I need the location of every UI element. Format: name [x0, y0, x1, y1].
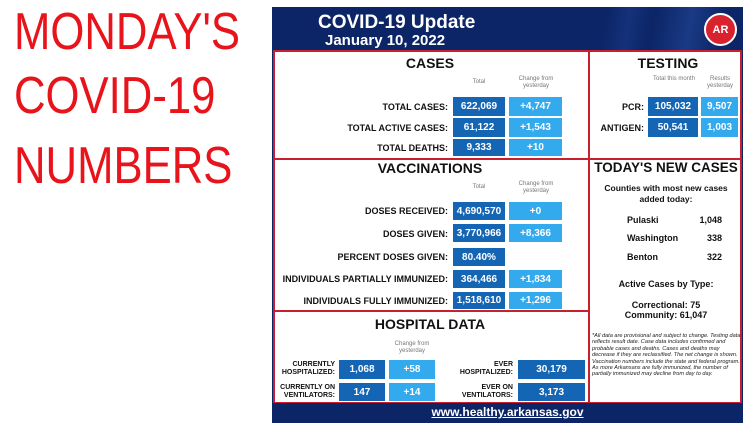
currently-hospitalized-change: +58 [389, 360, 435, 379]
update-date: January 10, 2022 [325, 32, 446, 49]
doses-given-label: DOSES GIVEN: [382, 229, 448, 239]
headline-line-3: NUMBERS [14, 137, 233, 195]
active-cases-type-title: Active Cases by Type: [618, 279, 714, 289]
covid-update-card [272, 7, 743, 423]
doses-received-value: 4,690,570 [453, 202, 505, 220]
arkansas-health-logo-icon: AR [704, 13, 737, 46]
hospital-title: HOSPITAL DATA [374, 316, 486, 332]
percent-doses-value: 80.40% [453, 248, 505, 266]
antigen-results: 1,003 [701, 118, 738, 137]
testing-col-total: Total this month [652, 76, 696, 82]
pcr-results: 9,507 [701, 97, 738, 116]
ever-hospitalized-label: EVER HOSPITALIZED: [459, 361, 513, 376]
active-cases-change: +1,543 [509, 118, 562, 137]
antigen-total: 50,541 [648, 118, 698, 137]
testing-title: TESTING [637, 55, 699, 71]
correctional-cases: Correctional: 75 [631, 300, 701, 310]
vacc-col-change: Change from yesterday [518, 181, 554, 194]
county-count: 1,048 [699, 215, 722, 225]
ever-ventilators-value: 3,173 [518, 383, 585, 401]
headline-line-1: MONDAY'S [14, 3, 240, 61]
footnote: *All data are provisional and subject to… [592, 333, 741, 378]
new-cases-title: TODAY'S NEW CASES [594, 160, 738, 175]
county-name: Pulaski [627, 215, 659, 225]
county-name: Benton [627, 252, 658, 262]
header-banner [272, 7, 743, 50]
hospital-col-change: Change from yesterday [394, 341, 430, 354]
cases-title: CASES [405, 55, 455, 71]
pcr-label: PCR: [622, 102, 644, 112]
percent-doses-label: PERCENT DOSES GIVEN: [337, 252, 448, 262]
fully-immunized-label: INDIVIDUALS FULLY IMMUNIZED: [303, 296, 448, 306]
testing-col-results: Results yesterday [706, 76, 733, 89]
currently-hospitalized-label: CURRENTLY HOSPITALIZED: [281, 361, 335, 376]
website-link[interactable]: www.healthy.arkansas.gov [272, 403, 743, 422]
doses-given-change: +8,366 [509, 224, 562, 242]
county-count: 338 [706, 233, 722, 243]
total-deaths-value: 9,333 [453, 139, 505, 156]
partially-immunized-value: 364,466 [453, 270, 505, 288]
total-deaths-label: TOTAL DEATHS: [377, 143, 448, 153]
fully-immunized-value: 1,518,610 [453, 292, 505, 309]
currently-hospitalized-value: 1,068 [339, 360, 385, 379]
update-title: COVID-19 Update [318, 12, 476, 33]
currently-ventilators-value: 147 [339, 383, 385, 401]
total-cases-value: 622,069 [453, 97, 505, 116]
partially-immunized-label: INDIVIDUALS PARTIALLY IMMUNIZED: [282, 274, 448, 284]
currently-ventilators-change: +14 [389, 383, 435, 401]
total-cases-label: TOTAL CASES: [382, 102, 448, 112]
doses-given-value: 3,770,966 [453, 224, 505, 242]
fully-immunized-change: +1,296 [509, 292, 562, 309]
counties-subtitle: Counties with most new cases added today… [604, 183, 728, 204]
vacc-col-total: Total [472, 184, 486, 190]
partially-immunized-change: +1,834 [509, 270, 562, 288]
currently-ventilators-label: CURRENTLY ON VENTILATORS: [280, 384, 335, 399]
doses-received-label: DOSES RECEIVED: [364, 206, 448, 216]
antigen-label: ANTIGEN: [600, 123, 645, 133]
active-cases-value: 61,122 [453, 118, 505, 137]
total-deaths-change: +10 [509, 139, 562, 156]
ever-ventilators-label: EVER ON VENTILATORS: [461, 384, 513, 399]
headline-line-2: COVID-19 [14, 67, 216, 125]
pcr-total: 105,032 [648, 97, 698, 116]
doses-received-change: +0 [509, 202, 562, 220]
active-cases-label: TOTAL ACTIVE CASES: [347, 123, 448, 133]
cases-col-change: Change from yesterday [518, 76, 554, 89]
ever-hospitalized-value: 30,179 [518, 360, 585, 379]
community-cases: Community: 61,047 [624, 310, 708, 320]
vaccinations-title: VACCINATIONS [377, 160, 483, 176]
cases-col-total: Total [472, 79, 486, 85]
county-name: Washington [627, 233, 679, 243]
total-cases-change: +4,747 [509, 97, 562, 116]
county-count: 322 [706, 252, 722, 262]
